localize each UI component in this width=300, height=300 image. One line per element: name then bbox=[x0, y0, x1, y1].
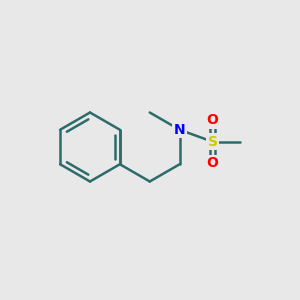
Text: O: O bbox=[207, 156, 219, 170]
Text: S: S bbox=[208, 135, 218, 149]
Text: N: N bbox=[174, 123, 185, 137]
Text: O: O bbox=[207, 113, 219, 127]
